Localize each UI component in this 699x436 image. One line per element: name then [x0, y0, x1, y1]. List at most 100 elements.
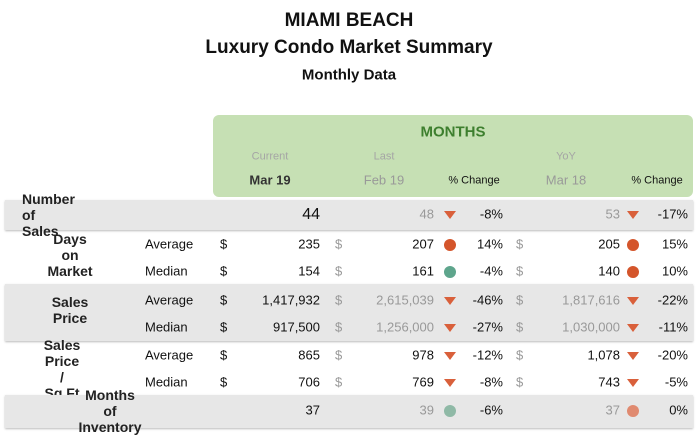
- trend-icon: [444, 211, 456, 219]
- current-value: 37: [305, 402, 320, 418]
- change-label: % Change: [631, 174, 683, 187]
- trend-icon: [627, 211, 639, 219]
- measure: Average: [145, 236, 194, 252]
- measure: Median: [145, 374, 188, 390]
- title: MIAMI BEACH: [284, 10, 414, 32]
- last-change: 14%: [476, 236, 503, 252]
- last-value: 769: [412, 374, 434, 390]
- trend-icon: [444, 352, 456, 360]
- last-change: -4%: [479, 263, 503, 279]
- currency: $: [516, 319, 524, 335]
- current-value: 154: [298, 263, 320, 279]
- last-change: -8%: [479, 374, 503, 390]
- yoy-value: 1,078: [587, 347, 620, 363]
- row-band: [5, 284, 693, 341]
- current-value: 1,417,932: [262, 292, 320, 308]
- last-change: -6%: [479, 402, 503, 418]
- last-value: 48: [419, 206, 434, 222]
- currency: $: [516, 347, 524, 363]
- group-label: Number of Sales: [22, 190, 75, 240]
- current-value: 865: [298, 347, 320, 363]
- current-value: 917,500: [273, 319, 320, 335]
- last-value: 2,615,039: [376, 292, 434, 308]
- row-band: [5, 200, 693, 230]
- trend-icon: [444, 405, 456, 417]
- current-label: Current: [251, 150, 289, 163]
- trend-icon: [444, 239, 456, 251]
- trend-icon: [627, 352, 639, 360]
- yoy-change: -17%: [657, 206, 688, 222]
- yoy-value: 37: [605, 402, 620, 418]
- current-month: Mar 19: [249, 172, 291, 188]
- months-header-box: [213, 115, 693, 197]
- last-change: -46%: [472, 292, 503, 308]
- currency: $: [220, 319, 228, 335]
- current-value: 44: [302, 205, 320, 223]
- period: Monthly Data: [301, 66, 397, 84]
- currency: $: [335, 319, 343, 335]
- yoy-change: 10%: [661, 263, 688, 279]
- yoy-value: 140: [598, 263, 620, 279]
- last-change: -27%: [472, 319, 503, 335]
- trend-icon: [627, 379, 639, 387]
- yoy-value: 743: [598, 374, 620, 390]
- trend-icon: [627, 266, 639, 278]
- yoy-value: 1,030,000: [562, 319, 620, 335]
- group-label: Days on Market: [47, 230, 93, 280]
- trend-icon: [444, 297, 456, 305]
- currency: $: [220, 292, 228, 308]
- currency: $: [220, 236, 228, 252]
- last-label: Last: [373, 150, 395, 163]
- trend-icon: [444, 324, 456, 332]
- yoy-label: YoY: [556, 150, 576, 163]
- group-label: Months of Inventory: [78, 386, 142, 436]
- yoy-change: 0%: [669, 402, 688, 418]
- currency: $: [516, 263, 524, 279]
- yoy-change: -22%: [657, 292, 688, 308]
- measure: Average: [145, 292, 194, 308]
- row-band: [5, 395, 693, 428]
- currency: $: [516, 292, 524, 308]
- currency: $: [516, 374, 524, 390]
- trend-icon: [627, 297, 639, 305]
- currency: $: [220, 263, 228, 279]
- trend-icon: [627, 324, 639, 332]
- measure: Median: [145, 263, 188, 279]
- months-label: MONTHS: [420, 123, 486, 141]
- yoy-change: -5%: [664, 374, 688, 390]
- yoy-change: 15%: [661, 236, 688, 252]
- group-label: Sales Price: [51, 293, 89, 326]
- current-value: 706: [298, 374, 320, 390]
- currency: $: [335, 292, 343, 308]
- last-value: 978: [412, 347, 434, 363]
- yoy-month: Mar 18: [545, 172, 587, 188]
- yoy-change: -20%: [657, 347, 688, 363]
- measure: Average: [145, 347, 194, 363]
- subtitle: Luxury Condo Market Summary: [205, 37, 493, 59]
- yoy-value: 205: [598, 236, 620, 252]
- last-value: 207: [412, 236, 434, 252]
- trend-icon: [444, 379, 456, 387]
- last-change: -8%: [479, 206, 503, 222]
- currency: $: [516, 236, 524, 252]
- last-value: 1,256,000: [376, 319, 434, 335]
- currency: $: [220, 374, 228, 390]
- trend-icon: [444, 266, 456, 278]
- trend-icon: [627, 239, 639, 251]
- currency: $: [335, 236, 343, 252]
- last-month: Feb 19: [363, 172, 405, 188]
- currency: $: [335, 263, 343, 279]
- yoy-value: 1,817,616: [562, 292, 620, 308]
- currency: $: [335, 347, 343, 363]
- currency: $: [220, 347, 228, 363]
- measure: Median: [145, 319, 188, 335]
- yoy-change: -11%: [658, 319, 688, 335]
- trend-icon: [627, 405, 639, 417]
- group-label: Sales Price / Sq Ft: [43, 336, 81, 402]
- last-value: 39: [419, 402, 434, 418]
- current-value: 235: [298, 236, 320, 252]
- last-change: -12%: [472, 347, 503, 363]
- last-value: 161: [412, 263, 434, 279]
- currency: $: [335, 374, 343, 390]
